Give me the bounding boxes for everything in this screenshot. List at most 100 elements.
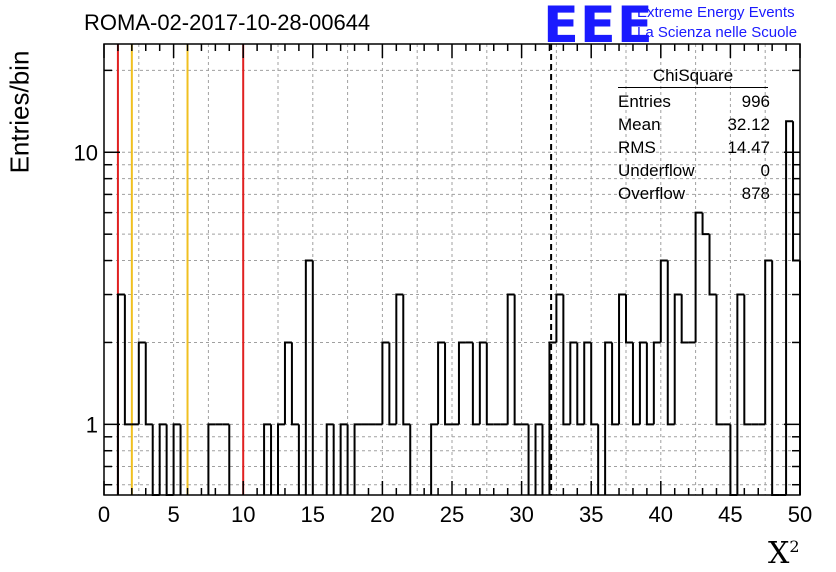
bin-outline	[304, 259, 313, 495]
bin-outline	[172, 423, 181, 495]
histogram-bin	[325, 423, 335, 495]
x-tick-label: 50	[788, 502, 812, 527]
histogram-bin	[792, 121, 801, 495]
stats-title: ChiSquare	[618, 66, 768, 88]
stats-label: Overflow	[618, 184, 686, 203]
bin-outline	[471, 342, 480, 426]
x-tick-label: 40	[649, 502, 673, 527]
bin-outline	[388, 342, 397, 426]
x-axis-label-exponent: 2	[789, 537, 800, 556]
histogram-bin	[290, 342, 300, 495]
bin-outline	[548, 341, 557, 495]
bin-outline	[444, 342, 452, 426]
histogram-bin	[736, 293, 745, 495]
stats-row-entries: Entries 996	[610, 90, 776, 113]
bin-outline	[137, 341, 146, 425]
y-tick-label: 1	[86, 412, 98, 437]
stats-label: Entries	[618, 92, 671, 111]
bin-outline	[659, 259, 668, 343]
histogram-bin	[625, 294, 633, 344]
histogram-bin	[680, 294, 689, 344]
bin-outline	[743, 294, 752, 426]
bin-outline	[708, 234, 717, 296]
stats-row-overflow: Overflow 878	[610, 182, 776, 205]
bin-outline	[604, 341, 613, 495]
x-axis-label-base: X	[768, 536, 790, 571]
bin-outline	[569, 341, 578, 425]
bin-outline	[673, 293, 682, 425]
bin-outline	[402, 294, 411, 426]
bin-outline	[715, 294, 724, 426]
bin-outline	[144, 342, 153, 426]
bin-outline	[590, 342, 599, 426]
histogram-bin	[506, 293, 515, 425]
histogram-bin	[666, 260, 675, 426]
bin-outline	[576, 342, 585, 426]
histogram-bin	[771, 260, 780, 496]
bin-outline	[513, 294, 522, 426]
histogram-bin	[659, 259, 668, 343]
stats-value: 878	[741, 184, 770, 203]
bin-outline	[631, 342, 640, 426]
stats-value: 32.12	[727, 115, 770, 134]
histogram-bin	[116, 293, 125, 495]
bin-outline	[785, 120, 794, 495]
bin-outline	[478, 341, 487, 425]
bin-outline	[652, 341, 661, 425]
bin-outline	[611, 342, 620, 426]
bin-outline	[555, 293, 564, 343]
bin-outline	[158, 423, 167, 495]
histogram-bin	[652, 341, 661, 425]
x-tick-label: 5	[167, 502, 179, 527]
bin-outline	[353, 423, 362, 495]
histogram-bin	[283, 341, 292, 425]
histogram-bin	[631, 342, 640, 426]
eee-project-name: Extreme Energy Events	[637, 4, 795, 21]
bin-outline	[736, 293, 745, 495]
histogram-bin	[583, 341, 592, 425]
histogram-bin	[618, 293, 626, 425]
stats-label: Mean	[618, 115, 661, 134]
bin-outline	[562, 294, 571, 426]
histogram-bin	[569, 341, 578, 425]
histogram-bin	[555, 293, 564, 343]
tick-labels: 0 5 10 15 20 25 30 35 40 45 50 1 10	[74, 140, 813, 527]
bin-outline	[701, 212, 710, 236]
bin-outline	[457, 341, 466, 425]
histogram-bin	[263, 423, 273, 495]
histogram-bin	[478, 341, 487, 425]
histogram-bin	[277, 423, 285, 495]
histogram-bin	[743, 294, 752, 426]
stats-value: 14.47	[727, 138, 770, 157]
bin-outline	[506, 293, 515, 425]
histogram-bin	[715, 294, 724, 426]
histogram-bin	[513, 294, 522, 426]
x-tick-label: 20	[370, 502, 394, 527]
histogram-bin	[339, 423, 349, 495]
bin-outline	[764, 259, 773, 425]
x-tick-label: 0	[98, 502, 110, 527]
stats-label: RMS	[618, 138, 656, 157]
axis-ticks	[103, 44, 801, 495]
histogram-bin	[222, 423, 231, 495]
bin-outline	[283, 341, 292, 425]
histogram-bin	[708, 234, 717, 296]
histogram-bin	[638, 341, 647, 425]
bin-outline	[618, 293, 626, 425]
stats-value: 0	[760, 161, 770, 180]
bin-outline	[638, 341, 647, 425]
x-tick-label: 10	[231, 502, 255, 527]
histogram-bin	[673, 293, 682, 425]
bin-outline	[123, 294, 132, 426]
bin-outline	[792, 121, 800, 262]
histogram-bin	[611, 342, 620, 426]
histogram-bin	[562, 294, 571, 426]
stats-value: 996	[741, 92, 770, 111]
bin-outline	[680, 294, 689, 344]
histogram-bin	[123, 294, 132, 426]
histogram-bin	[534, 423, 544, 495]
bin-outline	[277, 423, 285, 495]
marker-lines	[116, 44, 553, 495]
histogram-bin	[701, 212, 710, 236]
